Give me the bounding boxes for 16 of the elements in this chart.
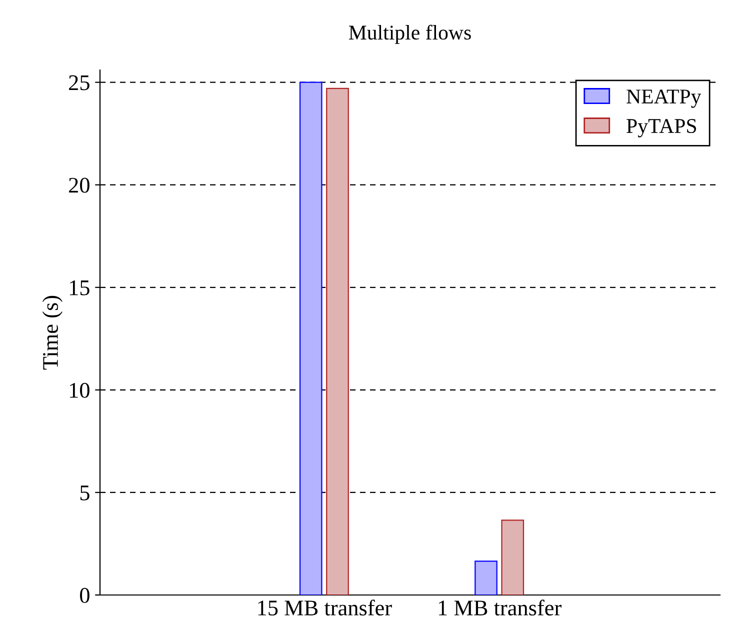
bar [501, 520, 524, 595]
y-axis-title: Time (s) [42, 296, 62, 370]
bar [326, 88, 349, 595]
y-tick-label: 10 [70, 382, 90, 398]
y-tick-label: 5 [80, 486, 90, 500]
legend-label: NEATPy [626, 90, 702, 108]
y-tick-label: 20 [69, 178, 90, 193]
y-tick-label: 0 [80, 588, 90, 603]
bar [474, 560, 498, 595]
chart-title: Multiple flows [348, 24, 471, 44]
x-tick-label: 1 MB transfer [438, 600, 562, 616]
x-tick-label: 15 MB transfer [258, 600, 392, 616]
y-tick-label: 25 [69, 75, 90, 90]
y-tick-label: 15 [70, 280, 90, 296]
bar [299, 82, 322, 595]
legend-label: PyTAPS [626, 119, 696, 138]
